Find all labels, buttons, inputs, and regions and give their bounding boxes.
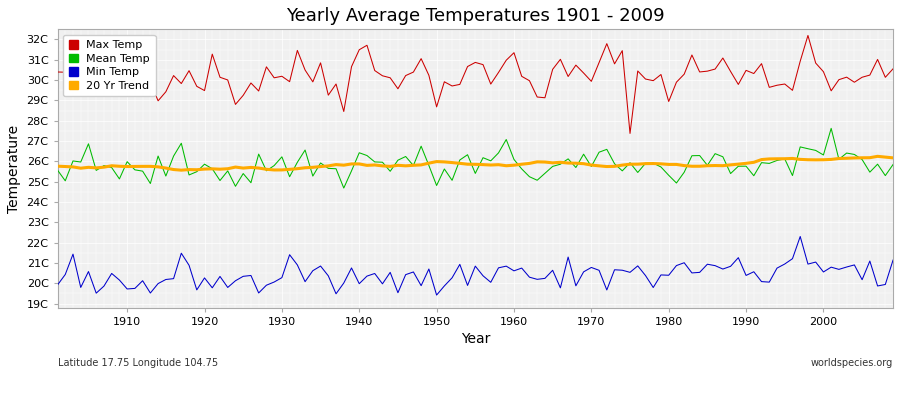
Legend: Max Temp, Mean Temp, Min Temp, 20 Yr Trend: Max Temp, Mean Temp, Min Temp, 20 Yr Tre…: [63, 35, 156, 96]
Title: Yearly Average Temperatures 1901 - 2009: Yearly Average Temperatures 1901 - 2009: [286, 7, 664, 25]
Y-axis label: Temperature: Temperature: [7, 124, 21, 212]
Text: Latitude 17.75 Longitude 104.75: Latitude 17.75 Longitude 104.75: [58, 358, 218, 368]
X-axis label: Year: Year: [461, 332, 490, 346]
Text: worldspecies.org: worldspecies.org: [811, 358, 893, 368]
